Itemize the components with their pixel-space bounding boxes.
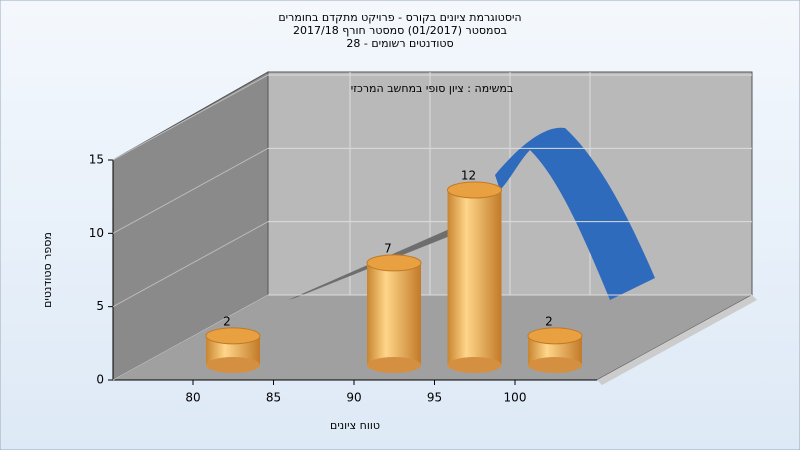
floor-edge: [597, 295, 757, 385]
bar-top: [527, 327, 583, 345]
chart-title: היסטוגרמת ציונים בקורס - פרויקט מתקדם בח…: [278, 11, 521, 24]
bar-bottom: [367, 357, 421, 373]
bar-bottom: [447, 357, 502, 373]
bar-top: [366, 254, 422, 272]
grid-line: [112, 74, 269, 161]
x-tick-label: 100: [504, 391, 527, 405]
grid-line: [112, 294, 269, 381]
x-tick-label: 80: [185, 391, 200, 405]
chart-subtitle: סטודנטים רשומים - 28: [346, 37, 453, 50]
distribution-curve: [495, 127, 655, 300]
x-tick-label: 85: [266, 391, 281, 405]
y-tick-label: 10: [89, 226, 104, 240]
data-label: 12: [461, 169, 476, 183]
x-tick-label: 95: [427, 391, 442, 405]
grid-line: [112, 221, 269, 308]
bar-top: [447, 181, 502, 199]
bar: [367, 262, 421, 365]
data-label: 2: [223, 314, 231, 328]
annotation: במשימה : ציון סופי במחשב המרכזי: [351, 82, 514, 95]
bar: [447, 190, 502, 365]
data-label: 2: [545, 314, 553, 328]
bar-top: [205, 327, 261, 345]
y-tick-label: 5: [96, 299, 104, 313]
bar-bottom: [528, 357, 582, 373]
x-axis-label: טווח ציונים: [330, 419, 380, 432]
grid-line: [112, 147, 269, 234]
x-tick-label: 90: [346, 391, 361, 405]
y-tick-label: 0: [96, 373, 104, 387]
bar-bottom: [206, 357, 260, 373]
y-tick-label: 15: [89, 153, 104, 167]
data-label: 7: [384, 241, 392, 255]
y-axis-label: מספר סטודנטים: [41, 232, 54, 308]
chart-subtitle: בסמסטר (01/2017) סמסטר חורף 2017/18: [293, 24, 507, 37]
